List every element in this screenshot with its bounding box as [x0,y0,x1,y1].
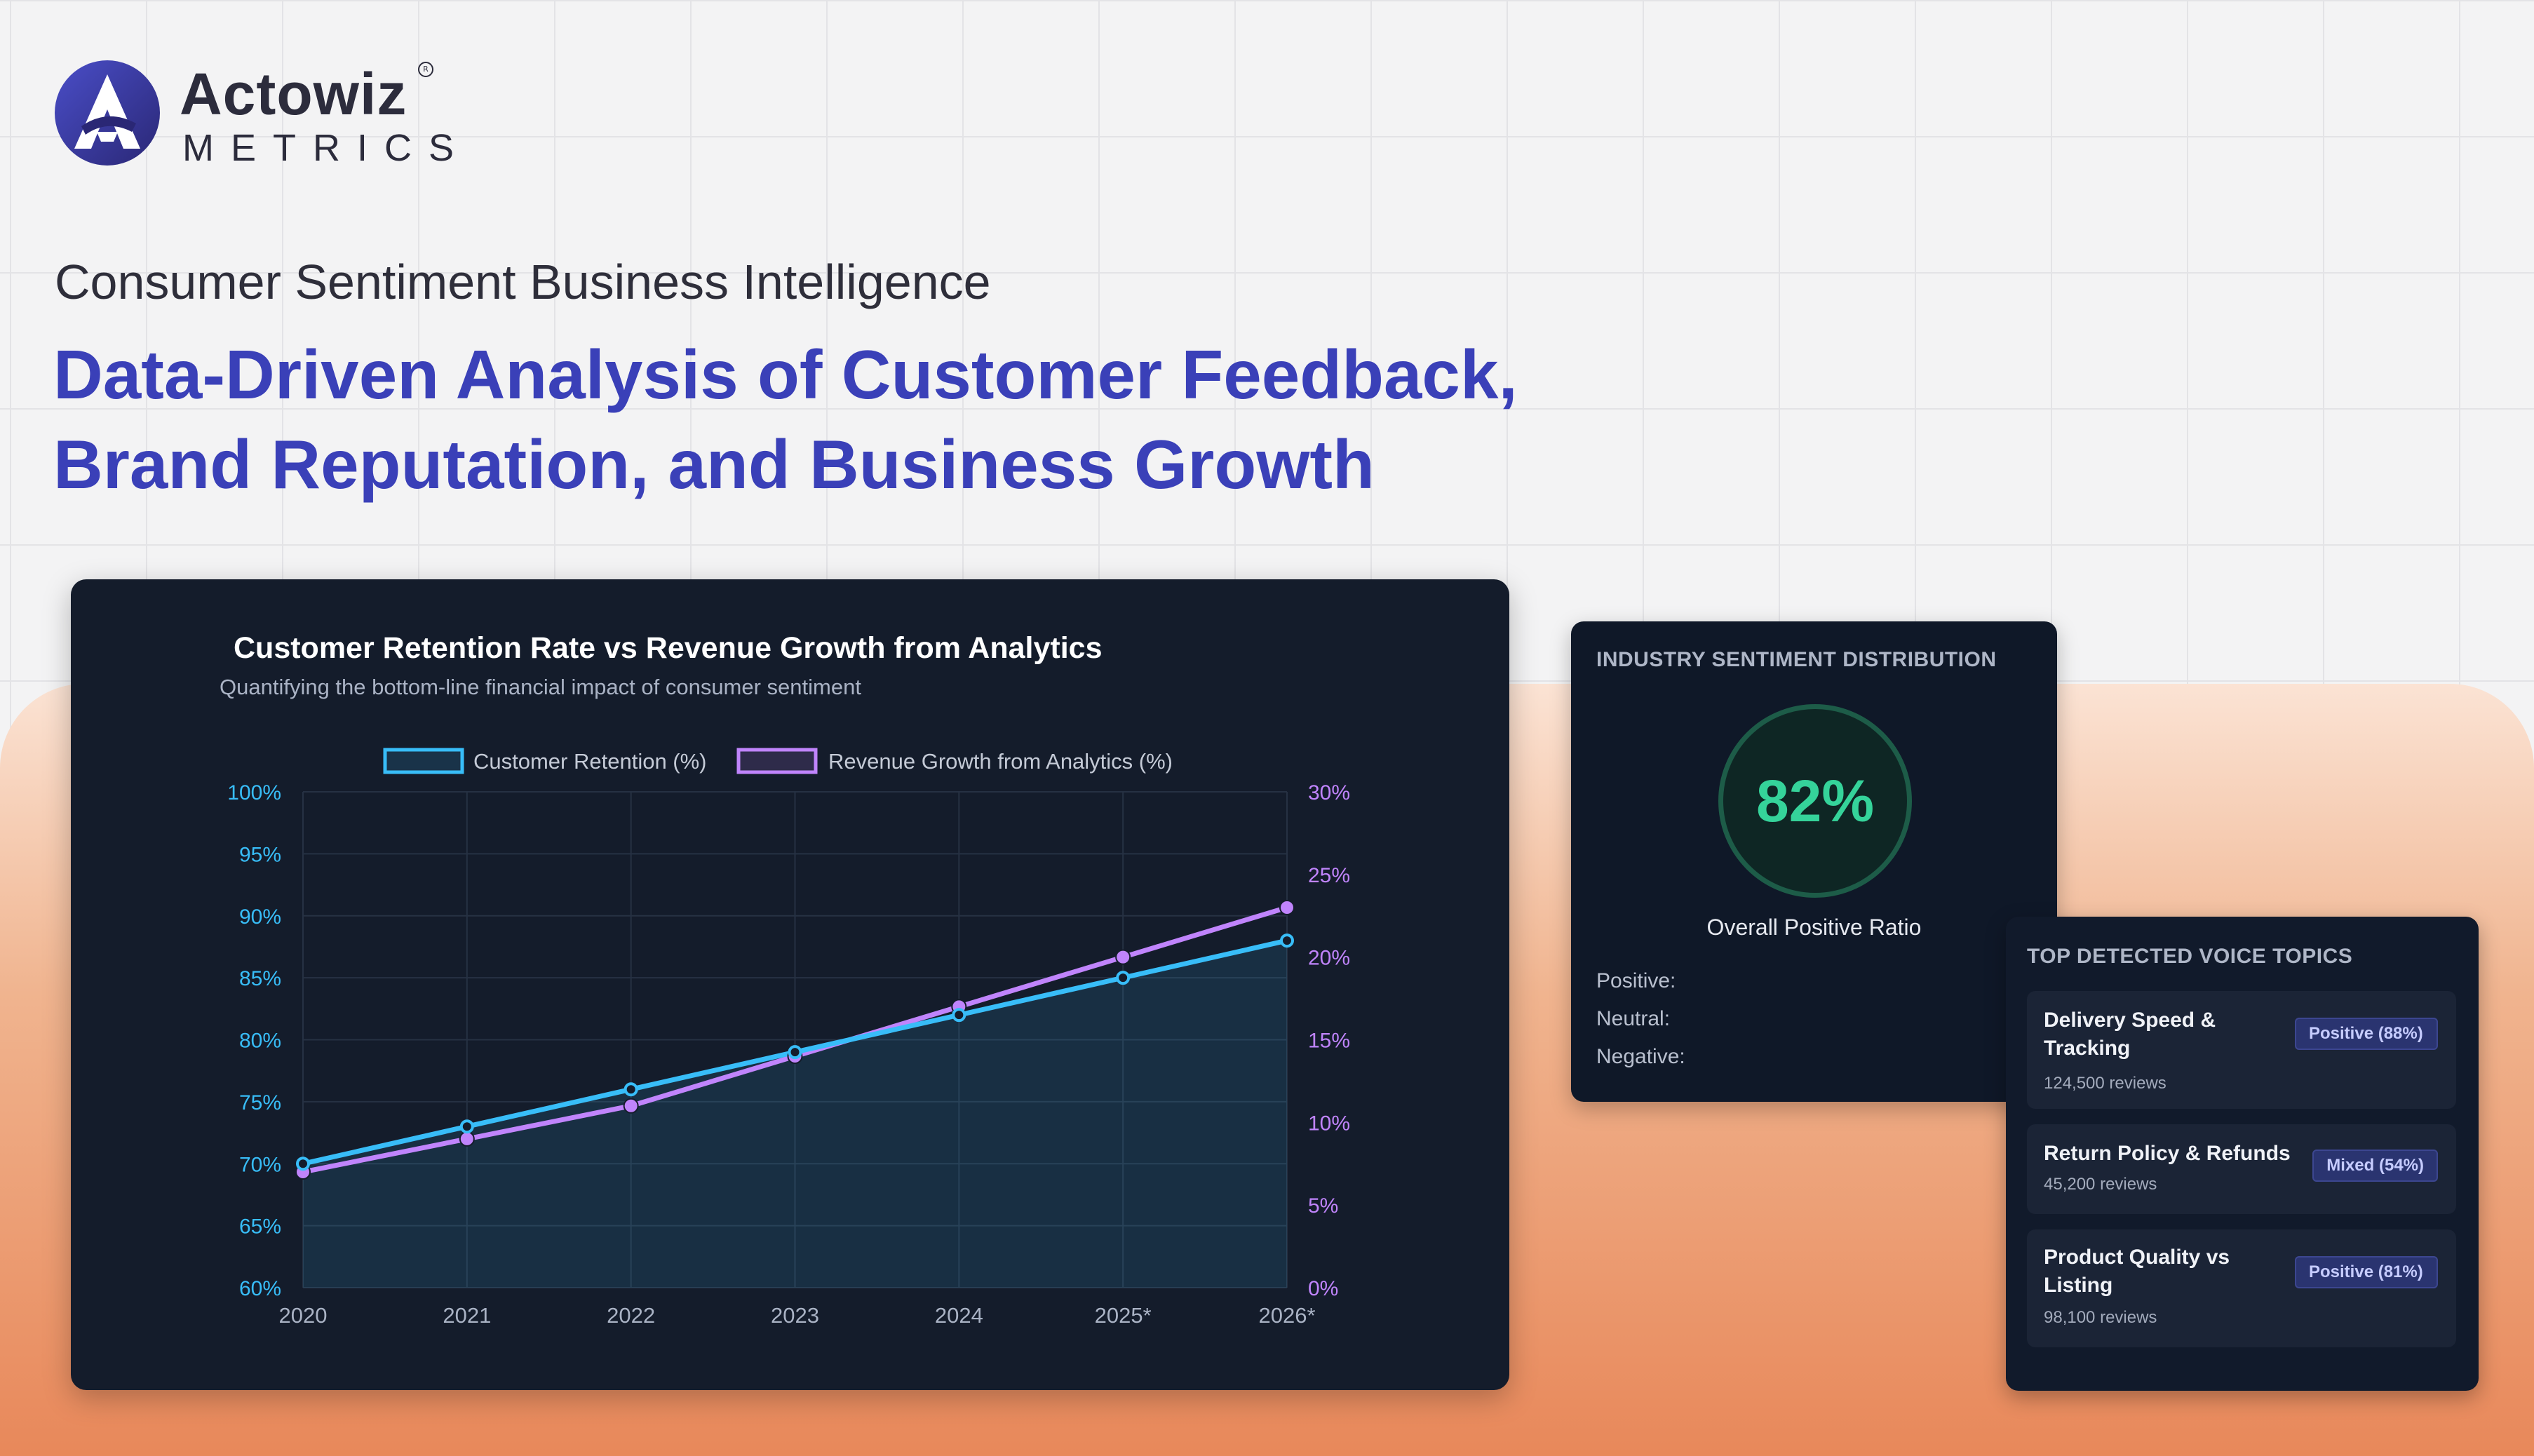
sentiment-label: Neutral: [1596,1007,1671,1030]
x-tick-label: 2024 [935,1303,983,1328]
headline-line-1: Data-Driven Analysis of Customer Feedbac… [53,336,1518,413]
x-tick-label: 2020 [279,1303,328,1328]
sentiment-card-title: INDUSTRY SENTIMENT DISTRIBUTION [1596,648,1997,671]
y-right-tick-label: 30% [1308,781,1350,804]
topic-item[interactable]: Product Quality vs Listing 98,100 review… [2027,1229,2456,1347]
topic-item[interactable]: Return Policy & Refunds 45,200 reviews M… [2027,1124,2456,1214]
legend-label-revenue: Revenue Growth from Analytics (%) [828,749,1173,774]
sentiment-label: Positive: [1596,969,1676,992]
topic-reviews: 124,500 reviews [2044,1074,2166,1093]
brand-logo[interactable]: Actowiz R METRICS [53,59,454,171]
revenue-data-point [459,1131,475,1147]
y-left-tick-label: 95% [239,843,281,866]
revenue-data-point [1115,949,1131,965]
y-right-tick-label: 20% [1308,947,1350,970]
y-right-tick-label: 0% [1308,1277,1338,1300]
retention-data-point [296,1157,310,1171]
x-tick-label: 2026* [1258,1303,1315,1328]
positive-ratio-ring: 82% [1718,704,1912,898]
y-right-tick-label: 25% [1308,864,1350,887]
topic-name: Delivery Speed & Tracking [2044,1009,2216,1060]
chart-subtitle: Quantifying the bottom-line financial im… [220,675,861,699]
retention-data-point [1280,933,1294,948]
y-right-tick-label: 15% [1308,1030,1350,1053]
positive-ratio-value: 82% [1755,767,1875,834]
x-tick-label: 2022 [607,1303,655,1328]
retention-data-point [788,1045,802,1060]
line-chart: Customer Retention Rate vs Revenue Growt… [220,631,1350,1328]
topic-reviews: 45,200 reviews [2044,1175,2157,1194]
legend-swatch-retention [383,748,464,774]
retention-data-point [624,1082,638,1097]
legend-label-retention: Customer Retention (%) [473,749,707,774]
y-left-tick-label: 80% [239,1030,281,1053]
retention-data-point [952,1008,966,1023]
chart-card: Customer Retention Rate vs Revenue Growt… [71,579,1509,1390]
topics-card-title: TOP DETECTED VOICE TOPICS [2027,945,2353,968]
y-left-tick-label: 75% [239,1091,281,1114]
y-left-tick-label: 65% [239,1215,281,1239]
y-left-tick-label: 85% [239,967,281,990]
retention-data-point [1116,971,1131,985]
topics-card: TOP DETECTED VOICE TOPICS Delivery Speed… [2006,917,2479,1391]
retention-area [303,941,1287,1288]
sentiment-card: INDUSTRY SENTIMENT DISTRIBUTION 82% Over… [1571,621,2057,1102]
legend-swatch-revenue [736,748,818,774]
x-tick-label: 2023 [771,1303,819,1328]
sentiment-row-positive: Positive: 82 [1596,969,2031,997]
chart-title: Customer Retention Rate vs Revenue Growt… [234,631,1103,665]
brand-logo-icon [55,60,160,166]
x-tick-label: 2025* [1095,1303,1152,1328]
revenue-data-point [623,1098,639,1114]
sentiment-row-neutral: Neutral: 1 [1596,1007,2031,1035]
positive-ratio-label: Overall Positive Ratio [1706,915,1922,940]
sentiment-badge: Positive (81%) [2295,1256,2438,1288]
revenue-data-point [1279,899,1295,915]
retention-data-point [459,1119,474,1134]
topic-name: Return Policy & Refunds [2044,1142,2291,1165]
brand-name: Actowiz [180,61,407,127]
topic-reviews: 98,100 reviews [2044,1308,2157,1327]
headline-line-2: Brand Reputation, and Business Growth [53,426,1375,503]
sentiment-badge: Mixed (54%) [2312,1150,2438,1182]
y-left-tick-label: 70% [239,1153,281,1176]
y-right-tick-label: 5% [1308,1194,1338,1218]
y-left-tick-label: 90% [239,905,281,929]
x-tick-label: 2021 [443,1303,491,1328]
page-headline: Data-Driven Analysis of Customer Feedbac… [53,330,1666,509]
sentiment-row-negative: Negative: 7 [1596,1045,2031,1073]
topic-item[interactable]: Delivery Speed & Tracking 124,500 review… [2027,991,2456,1109]
page-subtitle: Consumer Sentiment Business Intelligence [55,255,991,309]
registered-mark: R [418,62,433,77]
y-right-tick-label: 10% [1308,1112,1350,1135]
topic-name: Product Quality vs Listing [2044,1246,2230,1297]
y-left-tick-label: 100% [227,781,281,804]
sentiment-badge: Positive (88%) [2295,1018,2438,1050]
brand-subname: METRICS [182,127,471,169]
y-left-tick-label: 60% [239,1277,281,1300]
sentiment-label: Negative: [1596,1045,1685,1068]
